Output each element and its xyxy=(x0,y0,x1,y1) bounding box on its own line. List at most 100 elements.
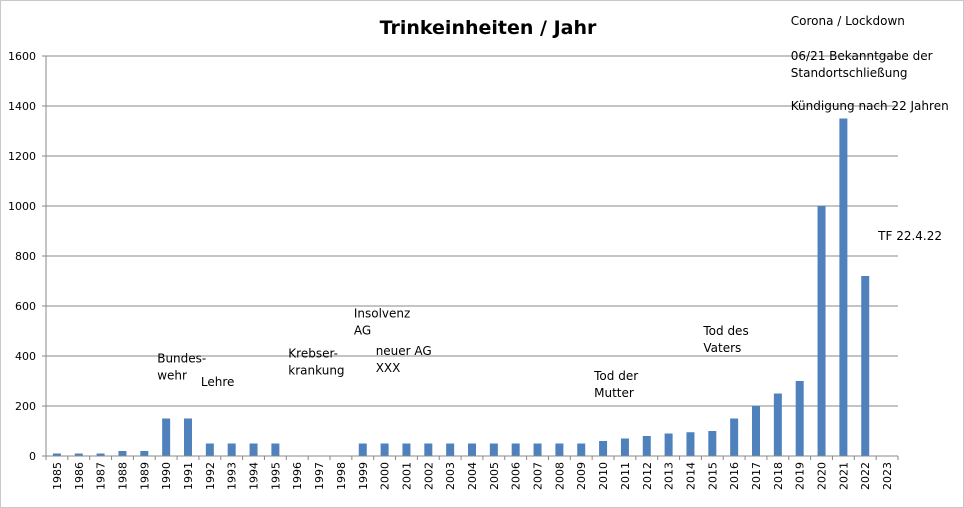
bar-2006 xyxy=(511,443,520,456)
bar-2013 xyxy=(664,433,673,456)
x-tick-label: 2000 xyxy=(379,462,392,490)
y-tick-label: 1200 xyxy=(8,150,36,163)
x-tick-label: 2021 xyxy=(837,462,850,490)
annotation: Bundes-wehr xyxy=(157,351,206,382)
bar-2005 xyxy=(489,443,498,456)
annotation: Kündigung nach 22 Jahren xyxy=(791,99,949,113)
annotation: Corona / Lockdown xyxy=(791,14,905,28)
x-tick-label: 1989 xyxy=(138,462,151,490)
x-tick-label: 1992 xyxy=(204,462,217,490)
x-tick-label: 2022 xyxy=(859,462,872,490)
bar-1995 xyxy=(271,443,280,456)
x-tick-label: 2005 xyxy=(488,462,501,490)
x-tick-label: 1991 xyxy=(182,462,195,490)
y-tick-label: 800 xyxy=(15,250,36,263)
bar-2004 xyxy=(468,443,476,456)
axes xyxy=(42,55,899,460)
y-tick-label: 1000 xyxy=(8,200,36,213)
x-tick-label: 1998 xyxy=(335,462,348,490)
chart-title: Trinkeinheiten / Jahr xyxy=(380,17,597,39)
bar-2009 xyxy=(577,443,586,456)
annotation: 06/21 Bekanntgabe der Standortschließung xyxy=(791,49,933,80)
x-tick-label: 2006 xyxy=(510,462,523,490)
x-tick-label: 2008 xyxy=(553,462,566,490)
annotation: neuer AG XXX xyxy=(376,344,432,375)
x-tick-label: 2017 xyxy=(750,462,763,490)
bar-2016 xyxy=(730,418,739,456)
x-tick-label: 2020 xyxy=(816,462,829,490)
x-tick-label: 2014 xyxy=(684,462,697,490)
x-tick-label: 2003 xyxy=(444,462,457,490)
x-tick-label: 2002 xyxy=(422,462,435,490)
annotation: TF 22.4.22 xyxy=(877,229,942,243)
x-tick-label: 2010 xyxy=(597,462,610,490)
bar-2020 xyxy=(817,206,826,456)
bar-2001 xyxy=(402,443,411,456)
x-tick-label: 1993 xyxy=(226,462,239,490)
x-tick-label: 1988 xyxy=(116,462,129,490)
x-tick-label: 1985 xyxy=(51,462,64,490)
bar-1999 xyxy=(358,443,367,456)
x-tick-label: 2023 xyxy=(881,462,894,490)
x-tick-label: 2001 xyxy=(400,462,413,490)
y-tick-label: 600 xyxy=(15,300,36,313)
bar-2008 xyxy=(555,443,564,456)
bar-1994 xyxy=(249,443,258,456)
x-tick-label: 1994 xyxy=(248,462,261,490)
bar-1992 xyxy=(205,443,214,456)
bar-2010 xyxy=(599,441,608,456)
x-tick-label: 2007 xyxy=(532,462,545,490)
x-tick-label: 2012 xyxy=(641,462,654,490)
bar-2003 xyxy=(446,443,455,456)
x-tick-label: 2015 xyxy=(706,462,719,490)
x-tick-label: 2019 xyxy=(794,462,807,490)
bar-1986 xyxy=(74,453,83,456)
x-tick-label: 1986 xyxy=(73,462,86,490)
annotation: Krebser-krankung xyxy=(288,346,344,377)
x-tick-label: 1996 xyxy=(291,462,304,490)
y-tick-label: 200 xyxy=(15,400,36,413)
bar-1985 xyxy=(52,453,61,456)
bar-1993 xyxy=(227,443,236,456)
x-tick-label: 2004 xyxy=(466,462,479,490)
bars xyxy=(52,118,870,456)
annotation: Tod der Mutter xyxy=(593,369,638,400)
bar-1987 xyxy=(96,453,105,456)
x-tick-label: 2018 xyxy=(772,462,785,490)
y-tick-label: 400 xyxy=(15,350,36,363)
y-tick-label: 1600 xyxy=(8,50,36,63)
bar-1991 xyxy=(184,418,192,456)
bar-2022 xyxy=(861,276,870,456)
x-axis-tick-labels: 1985 1986 1987 1988 1989 1990 1991 1992 1993 1994… xyxy=(51,462,894,490)
annotation: Lehre xyxy=(201,375,235,389)
bar-2007 xyxy=(533,443,542,456)
bar-2017 xyxy=(752,406,760,456)
bar-1989 xyxy=(140,451,149,456)
bar-2000 xyxy=(380,443,389,456)
bar-2019 xyxy=(795,381,804,456)
x-tick-label: 2011 xyxy=(619,462,632,490)
bar-2014 xyxy=(686,432,695,456)
x-tick-label: 2016 xyxy=(728,462,741,490)
annotations: Bundes-wehr Lehre Krebser-krankung Insolven… xyxy=(157,14,948,400)
x-tick-label: 1987 xyxy=(95,462,108,490)
annotation: Insolvenz AG xyxy=(354,306,410,337)
bar-2002 xyxy=(424,443,433,456)
annotation: Tod des Vaters xyxy=(702,324,748,355)
x-tick-label: 2013 xyxy=(663,462,676,490)
x-tick-label: 1997 xyxy=(313,462,326,490)
bar-1990 xyxy=(162,418,171,456)
bar-2015 xyxy=(708,431,717,456)
x-tick-label: 1995 xyxy=(269,462,282,490)
bar-2012 xyxy=(642,436,651,456)
bar-2011 xyxy=(620,438,629,456)
bar-2021 xyxy=(839,118,848,456)
y-axis-tick-labels: 0 200 400 600 800 1000 1200 1400 1600 xyxy=(8,50,36,463)
bar-1988 xyxy=(118,451,127,456)
x-tick-label: 1999 xyxy=(357,462,370,490)
y-tick-label: 0 xyxy=(29,450,36,463)
x-tick-label: 1990 xyxy=(160,462,173,490)
bar-2018 xyxy=(773,393,782,456)
